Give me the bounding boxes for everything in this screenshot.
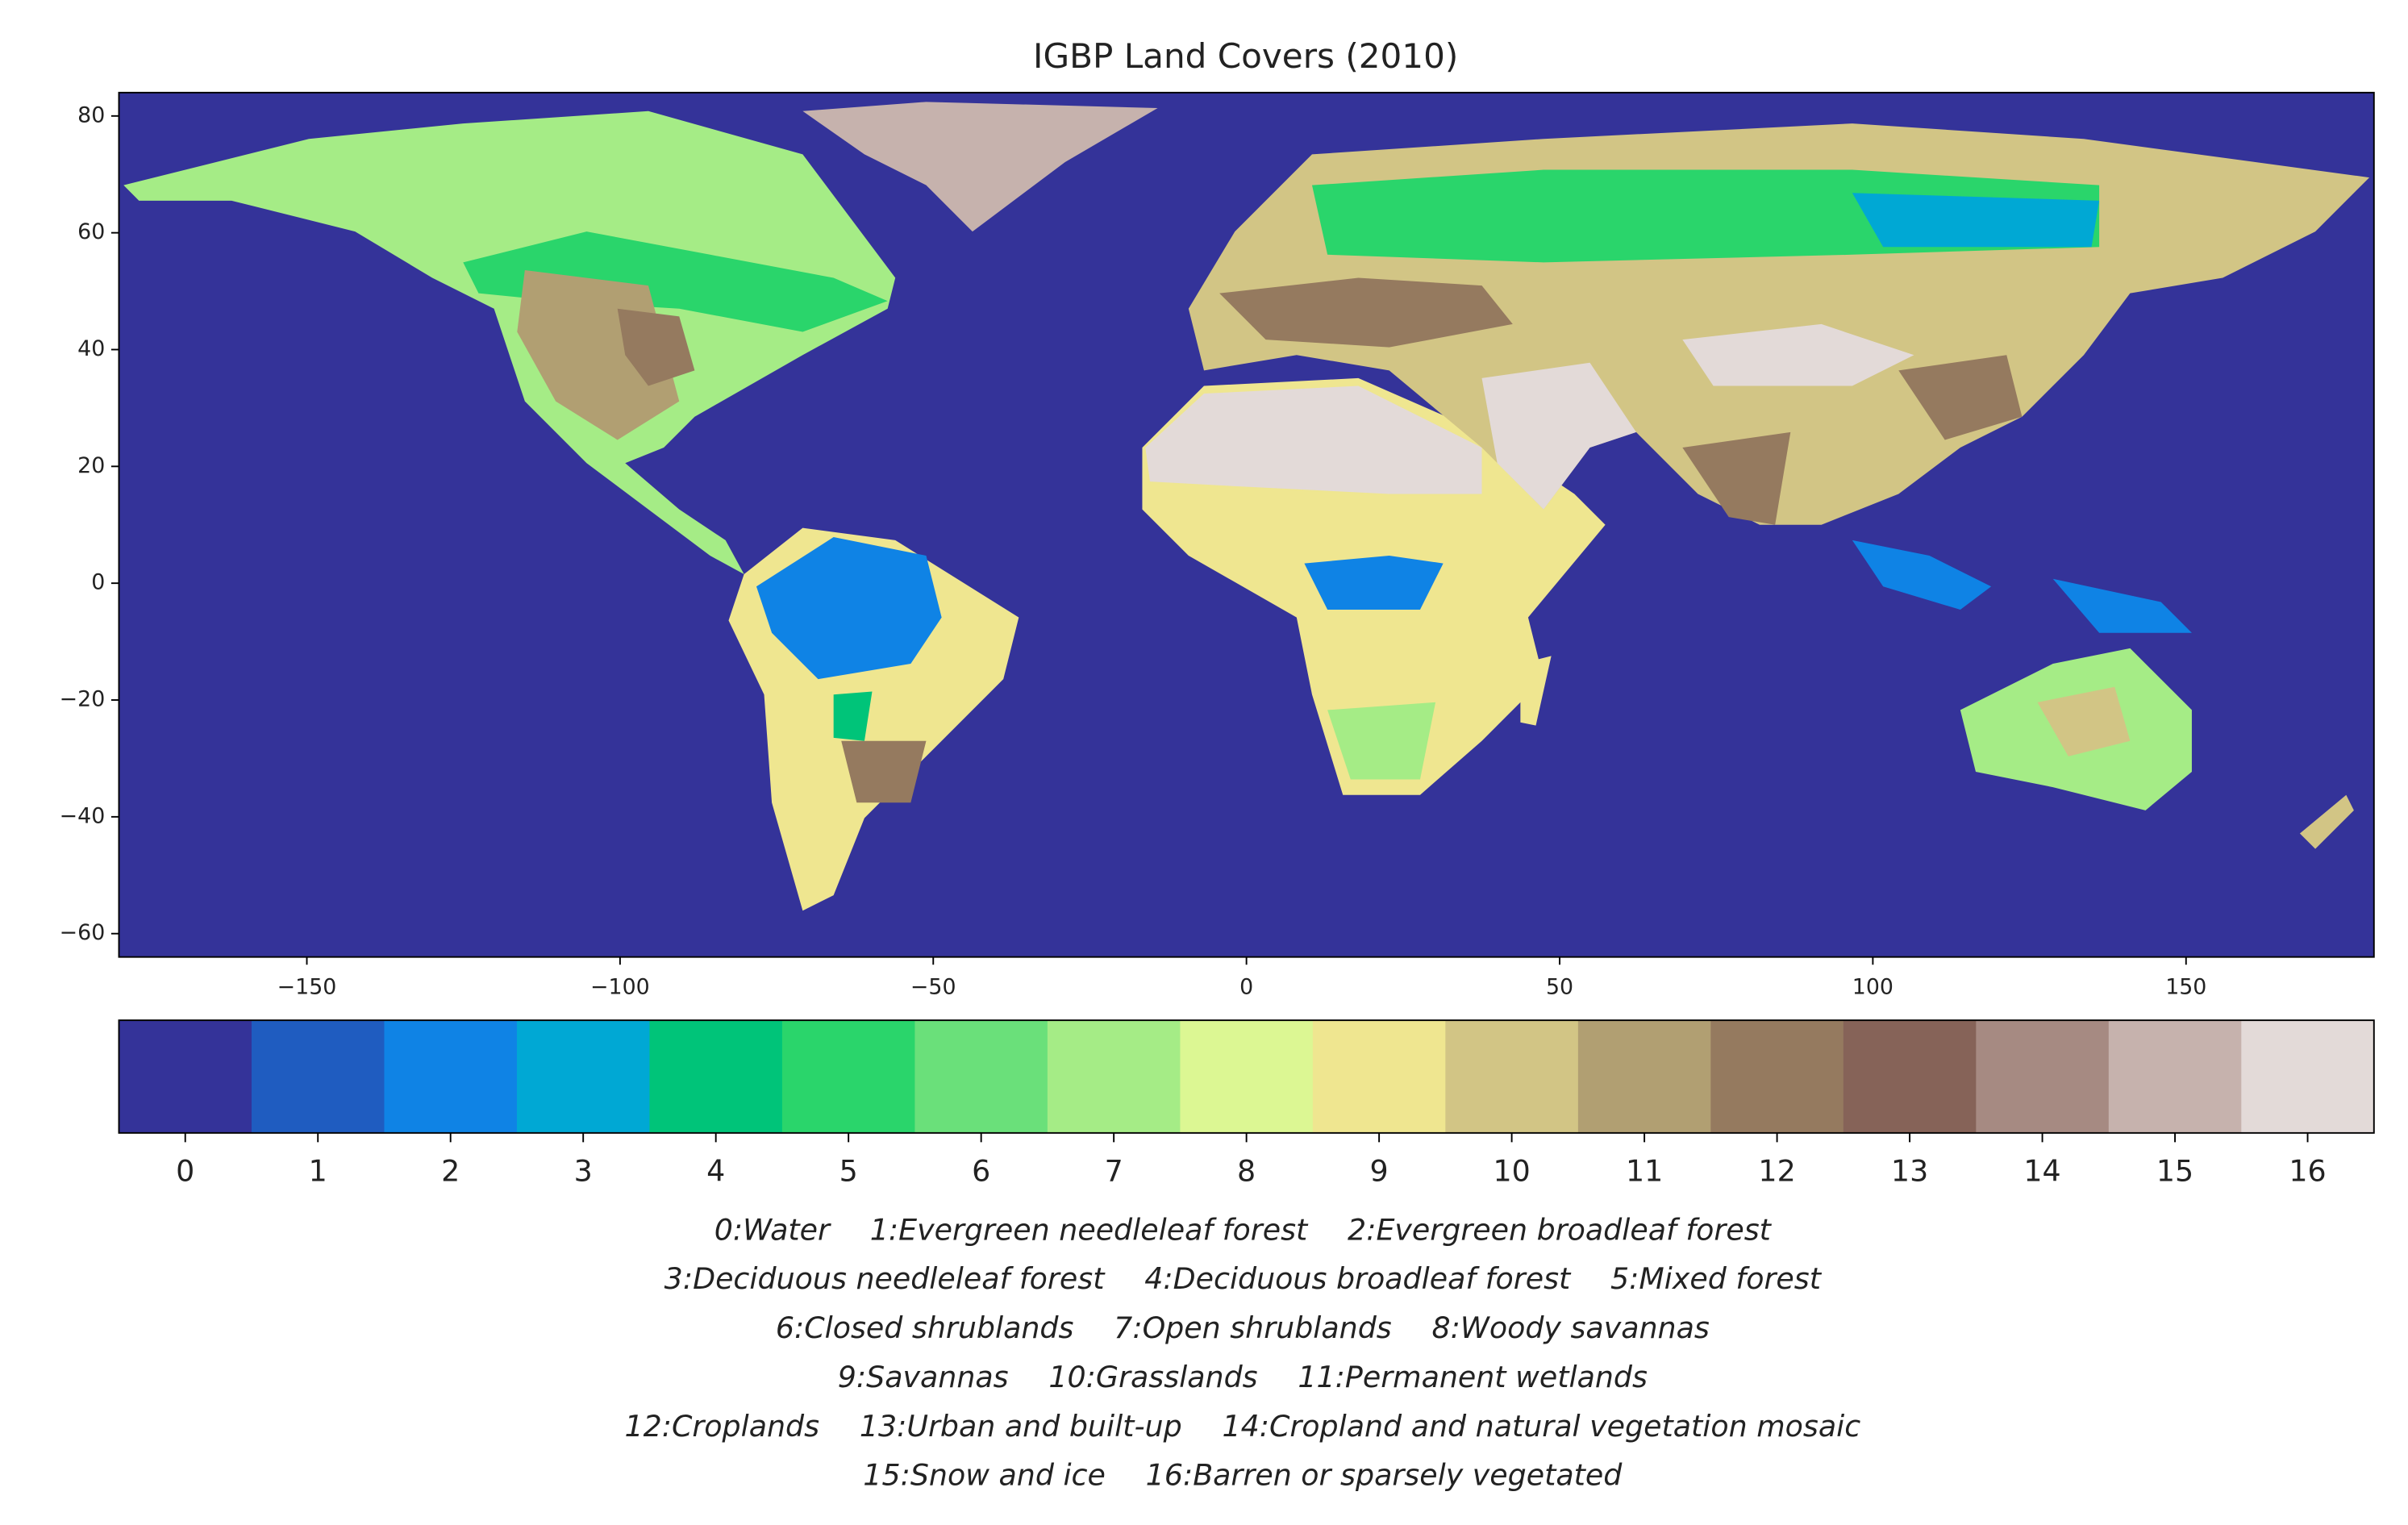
land bbox=[1852, 193, 2100, 248]
colorbar-tick-label: 10 bbox=[1493, 1154, 1530, 1189]
legend-entry: 8:Woody savannas bbox=[1432, 1310, 1710, 1345]
legend-entry: 11:Permanent wetlands bbox=[1298, 1360, 1648, 1394]
colorbar-swatch bbox=[2108, 1020, 2243, 1133]
land bbox=[123, 110, 896, 574]
land bbox=[833, 691, 873, 741]
colorbar-swatch bbox=[1180, 1020, 1314, 1133]
colorbar-tick-label: 12 bbox=[1758, 1154, 1795, 1189]
legend-entry: 14:Cropland and natural vegetation mosai… bbox=[1222, 1409, 1860, 1444]
colorbar-swatch bbox=[914, 1020, 1048, 1133]
x-tick-label: 100 bbox=[1852, 974, 1893, 999]
y-tick-label: 20 bbox=[77, 453, 105, 478]
land bbox=[1682, 323, 1914, 386]
land bbox=[1852, 540, 1992, 610]
colorbar-swatch bbox=[1710, 1020, 1844, 1133]
colorbar-tick-label: 3 bbox=[574, 1154, 593, 1189]
colorbar-swatch bbox=[1445, 1020, 1579, 1133]
land bbox=[841, 740, 927, 803]
colorbar-tick-label: 6 bbox=[972, 1154, 990, 1189]
legend: 0:Water 1:Evergreen needleleaf forest 2:Ev… bbox=[624, 1212, 1860, 1492]
colorbar-swatch bbox=[1577, 1020, 1712, 1133]
colorbar-tick-label: 8 bbox=[1237, 1154, 1256, 1189]
legend-line: 3:Deciduous needleleaf forest 4:Deciduous… bbox=[664, 1261, 1823, 1296]
x-tick-label: −150 bbox=[277, 974, 337, 999]
legend-entry: 10:Grasslands bbox=[1048, 1360, 1257, 1394]
colorbar-tick-label: 1 bbox=[309, 1154, 327, 1189]
land bbox=[1682, 431, 1791, 525]
colorbar-tick-label: 14 bbox=[2023, 1154, 2060, 1189]
legend-line: 0:Water 1:Evergreen needleleaf forest 2:Ev… bbox=[714, 1212, 1773, 1247]
land bbox=[2037, 686, 2131, 756]
land bbox=[1898, 355, 2023, 440]
colorbar-tick-label: 16 bbox=[2289, 1154, 2326, 1189]
colorbar-tick-label: 7 bbox=[1105, 1154, 1123, 1189]
colorbar-frame bbox=[118, 1019, 2375, 1134]
land bbox=[1145, 385, 1482, 494]
legend-entry: 15:Snow and ice bbox=[863, 1458, 1106, 1493]
colorbar-tick-label: 13 bbox=[1891, 1154, 1928, 1189]
x-tick-label: 150 bbox=[2165, 974, 2206, 999]
land bbox=[2299, 794, 2354, 849]
legend-entry: 2:Evergreen broadleaf forest bbox=[1348, 1212, 1773, 1247]
colorbar-tick-label: 5 bbox=[839, 1154, 858, 1189]
legend-line: 9:Savannas 10:Grasslands 11:Permanent wetl… bbox=[838, 1360, 1648, 1394]
colorbar-tick-label: 0 bbox=[176, 1154, 194, 1189]
land bbox=[1481, 362, 1636, 510]
y-tick-label: −60 bbox=[60, 920, 106, 945]
y-tick-label: 40 bbox=[77, 336, 105, 361]
legend-entry: 3:Deciduous needleleaf forest bbox=[664, 1261, 1106, 1296]
colorbar-swatch bbox=[516, 1020, 651, 1133]
legend-entry: 5:Mixed forest bbox=[1610, 1261, 1823, 1296]
land bbox=[756, 537, 942, 680]
legend-entry: 4:Deciduous broadleaf forest bbox=[1144, 1261, 1572, 1296]
legend-entry: 9:Savannas bbox=[838, 1360, 1009, 1394]
colorbar-tick-label: 2 bbox=[441, 1154, 460, 1189]
legend-line: 6:Closed shrublands 7:Open shrublands 8:Wo… bbox=[776, 1310, 1710, 1345]
x-tick-label: −50 bbox=[910, 974, 956, 999]
colorbar-swatch bbox=[781, 1020, 916, 1133]
colorbar-swatch bbox=[1976, 1020, 2110, 1133]
colorbar-swatch bbox=[649, 1020, 783, 1133]
legend-entry: 16:Barren or sparsely vegetated bbox=[1146, 1458, 1623, 1493]
land bbox=[1304, 556, 1444, 610]
land bbox=[617, 308, 695, 386]
colorbar-tick-label: 9 bbox=[1370, 1154, 1389, 1189]
land bbox=[1219, 277, 1513, 348]
colorbar-swatch bbox=[1312, 1020, 1447, 1133]
colorbar-tick-label: 11 bbox=[1626, 1154, 1663, 1189]
land bbox=[463, 231, 888, 332]
x-tick-label: −100 bbox=[590, 974, 650, 999]
land-cover-map bbox=[123, 102, 2370, 911]
colorbar-swatch bbox=[1047, 1020, 1181, 1133]
colorbar-swatch bbox=[384, 1020, 518, 1133]
y-tick-label: −40 bbox=[60, 803, 106, 828]
legend-line: 15:Snow and ice 16:Barren or sparsely veg… bbox=[863, 1458, 1623, 1493]
x-tick-label: 0 bbox=[1239, 974, 1253, 999]
land bbox=[802, 102, 1158, 232]
chart-title: IGBP Land Covers (2010) bbox=[1033, 36, 1458, 76]
x-tick-label: 50 bbox=[1546, 974, 1573, 999]
colorbar-swatch bbox=[1843, 1020, 1977, 1133]
legend-entry: 1:Evergreen needleleaf forest bbox=[870, 1212, 1309, 1247]
y-tick-label: −20 bbox=[60, 687, 106, 712]
land bbox=[1327, 702, 1436, 780]
colorbar: 0 1 2 3 4 5 6 7 8 9 10 11 12 13 14 15 16 bbox=[119, 1020, 2375, 1189]
legend-entry: 6:Closed shrublands bbox=[776, 1310, 1074, 1345]
colorbar-swatch bbox=[251, 1020, 385, 1133]
colorbar-swatch bbox=[119, 1020, 252, 1133]
legend-entry: 13:Urban and built-up bbox=[860, 1409, 1182, 1444]
land bbox=[1520, 656, 1552, 726]
legend-entry: 12:Croplands bbox=[624, 1409, 819, 1444]
legend-entry: 0:Water bbox=[714, 1212, 831, 1247]
y-tick-label: 80 bbox=[77, 102, 105, 127]
colorbar-tick-label: 4 bbox=[706, 1154, 725, 1189]
colorbar-swatch bbox=[2241, 1020, 2375, 1133]
legend-line: 12:Croplands 13:Urban and built-up 14:Crop… bbox=[624, 1409, 1860, 1444]
legend-entry: 7:Open shrublands bbox=[1114, 1310, 1392, 1345]
colorbar-tick-label: 15 bbox=[2156, 1154, 2193, 1189]
y-tick-label: 0 bbox=[91, 570, 105, 595]
y-tick-label: 60 bbox=[77, 219, 105, 244]
